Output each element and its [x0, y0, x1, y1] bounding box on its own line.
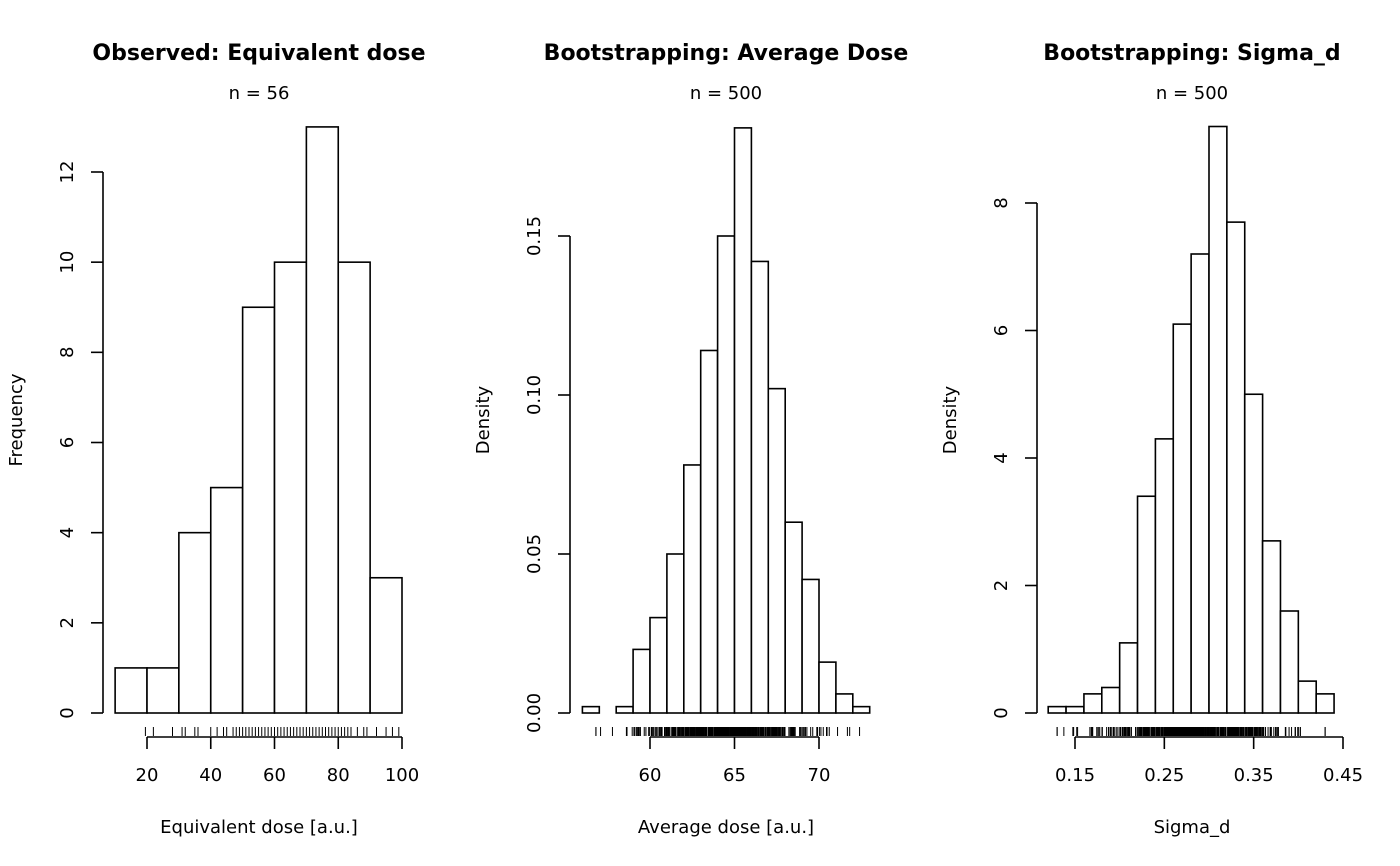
histogram-bar	[851, 705, 871, 714]
panel-2: Bootstrapping: Average Dose n = 500 Aver…	[473, 41, 908, 838]
histogram-bar	[1047, 705, 1067, 714]
histogram-bar	[581, 705, 601, 714]
y-tick-label: 2	[57, 617, 78, 628]
histogram-bar	[1243, 393, 1264, 714]
y-tick-label: 0.10	[524, 375, 545, 415]
x-tick-label: 0.25	[1144, 765, 1184, 786]
panel-2-title: Bootstrapping: Average Dose	[544, 41, 909, 66]
panel-1: Observed: Equivalent dose n = 56 Equival…	[6, 41, 426, 838]
histogram-bar	[1136, 495, 1157, 714]
y-tick-label: 4	[57, 527, 78, 538]
panel-3: Bootstrapping: Sigma_d n = 500 Sigma_d D…	[940, 41, 1363, 838]
y-tick-label: 4	[991, 452, 1012, 463]
histogram-bar	[615, 705, 634, 714]
y-tick-label: 0.05	[524, 534, 545, 574]
histogram-bar	[632, 648, 651, 714]
histogram-bar	[699, 349, 719, 714]
y-tick-label: 8	[57, 347, 78, 358]
histogram-bar	[114, 667, 148, 714]
panel-3-title: Bootstrapping: Sigma_d	[1043, 41, 1340, 66]
histogram-bar	[784, 521, 803, 714]
histogram-bar	[835, 693, 854, 714]
x-tick-label: 0.35	[1234, 765, 1274, 786]
panel-3-subtitle: n = 500	[1156, 83, 1228, 104]
histogram-bar	[801, 578, 820, 714]
panel-1-rug	[144, 727, 400, 736]
histogram-bar	[1315, 693, 1335, 714]
panel-2-bars	[581, 127, 871, 714]
x-tick-label: 60	[639, 765, 662, 786]
y-tick-label: 6	[57, 437, 78, 448]
panel-2-xlabel: Average dose [a.u.]	[638, 817, 814, 838]
panel-3-ylabel: Density	[940, 385, 961, 454]
x-tick-label: 60	[263, 765, 286, 786]
y-tick-label: 6	[991, 325, 1012, 336]
y-tick-label: 0.15	[524, 216, 545, 256]
histogram-bar	[1101, 686, 1121, 714]
y-tick-label: 10	[57, 251, 78, 274]
panel-1-subtitle: n = 56	[229, 83, 290, 104]
histogram-bar	[682, 464, 702, 714]
panel-2-x-axis: 60 65 70	[639, 736, 831, 786]
histogram-bar	[178, 531, 212, 714]
histogram-bar	[666, 553, 685, 714]
panel-3-rug	[1056, 727, 1326, 736]
panel-1-bars	[114, 126, 403, 714]
histogram-bar	[1083, 693, 1103, 714]
x-tick-label: 70	[808, 765, 831, 786]
histogram-bar	[241, 306, 276, 714]
histogram-bar	[1154, 438, 1175, 714]
y-tick-label: 8	[991, 197, 1012, 208]
y-tick-label: 0	[991, 707, 1012, 718]
histogram-bar	[146, 667, 180, 714]
x-tick-label: 100	[385, 765, 419, 786]
panel-1-ylabel: Frequency	[6, 373, 27, 466]
panel-1-title: Observed: Equivalent dose	[92, 41, 425, 66]
panel-1-y-axis: 0 2 4 6 8 10 12	[57, 161, 104, 719]
histogram-bar	[337, 261, 371, 714]
histogram-bar	[1172, 323, 1192, 714]
histogram-bar	[369, 576, 403, 714]
y-tick-label: 0.00	[524, 693, 545, 733]
histogram-bar	[1118, 642, 1139, 714]
y-tick-label: 2	[991, 580, 1012, 591]
panel-3-x-axis: 0.15 0.25 0.35 0.45	[1055, 736, 1363, 786]
panel-2-ylabel: Density	[473, 385, 494, 454]
histogram-bar	[1190, 253, 1210, 714]
panel-1-xlabel: Equivalent dose [a.u.]	[160, 817, 358, 838]
x-tick-label: 0.45	[1323, 765, 1363, 786]
x-tick-label: 65	[723, 765, 746, 786]
y-tick-label: 12	[57, 161, 78, 184]
panel-2-rug	[595, 727, 861, 736]
histogram-bar	[1279, 610, 1300, 714]
x-tick-label: 20	[136, 765, 159, 786]
panel-3-xlabel: Sigma_d	[1154, 817, 1231, 838]
histogram-bar	[273, 261, 308, 714]
histogram-bar	[1208, 125, 1228, 714]
x-tick-label: 40	[199, 765, 222, 786]
histogram-bar	[649, 616, 668, 714]
histogram-bar	[1226, 221, 1246, 714]
histogram-bar	[750, 260, 770, 714]
histogram-bar	[716, 235, 736, 714]
x-tick-label: 80	[327, 765, 350, 786]
x-tick-label: 0.15	[1055, 765, 1095, 786]
panel-2-y-axis: 0.00 0.05 0.10 0.15	[524, 216, 571, 733]
y-tick-label: 0	[57, 707, 78, 718]
histogram-bar	[767, 387, 786, 714]
panel-1-x-axis: 20 40 60 80 100	[136, 736, 419, 786]
panel-2-subtitle: n = 500	[690, 83, 762, 104]
histogram-bar	[818, 661, 837, 714]
histogram-bar	[1297, 680, 1318, 714]
histogram-bar	[1065, 705, 1085, 714]
panel-3-bars	[1047, 125, 1335, 714]
histogram-bar	[733, 127, 753, 714]
histogram-bar	[305, 126, 340, 714]
panel-3-y-axis: 0 2 4 6 8	[991, 197, 1038, 719]
histogram-bar	[1261, 540, 1282, 714]
histogram-bar	[209, 486, 244, 714]
